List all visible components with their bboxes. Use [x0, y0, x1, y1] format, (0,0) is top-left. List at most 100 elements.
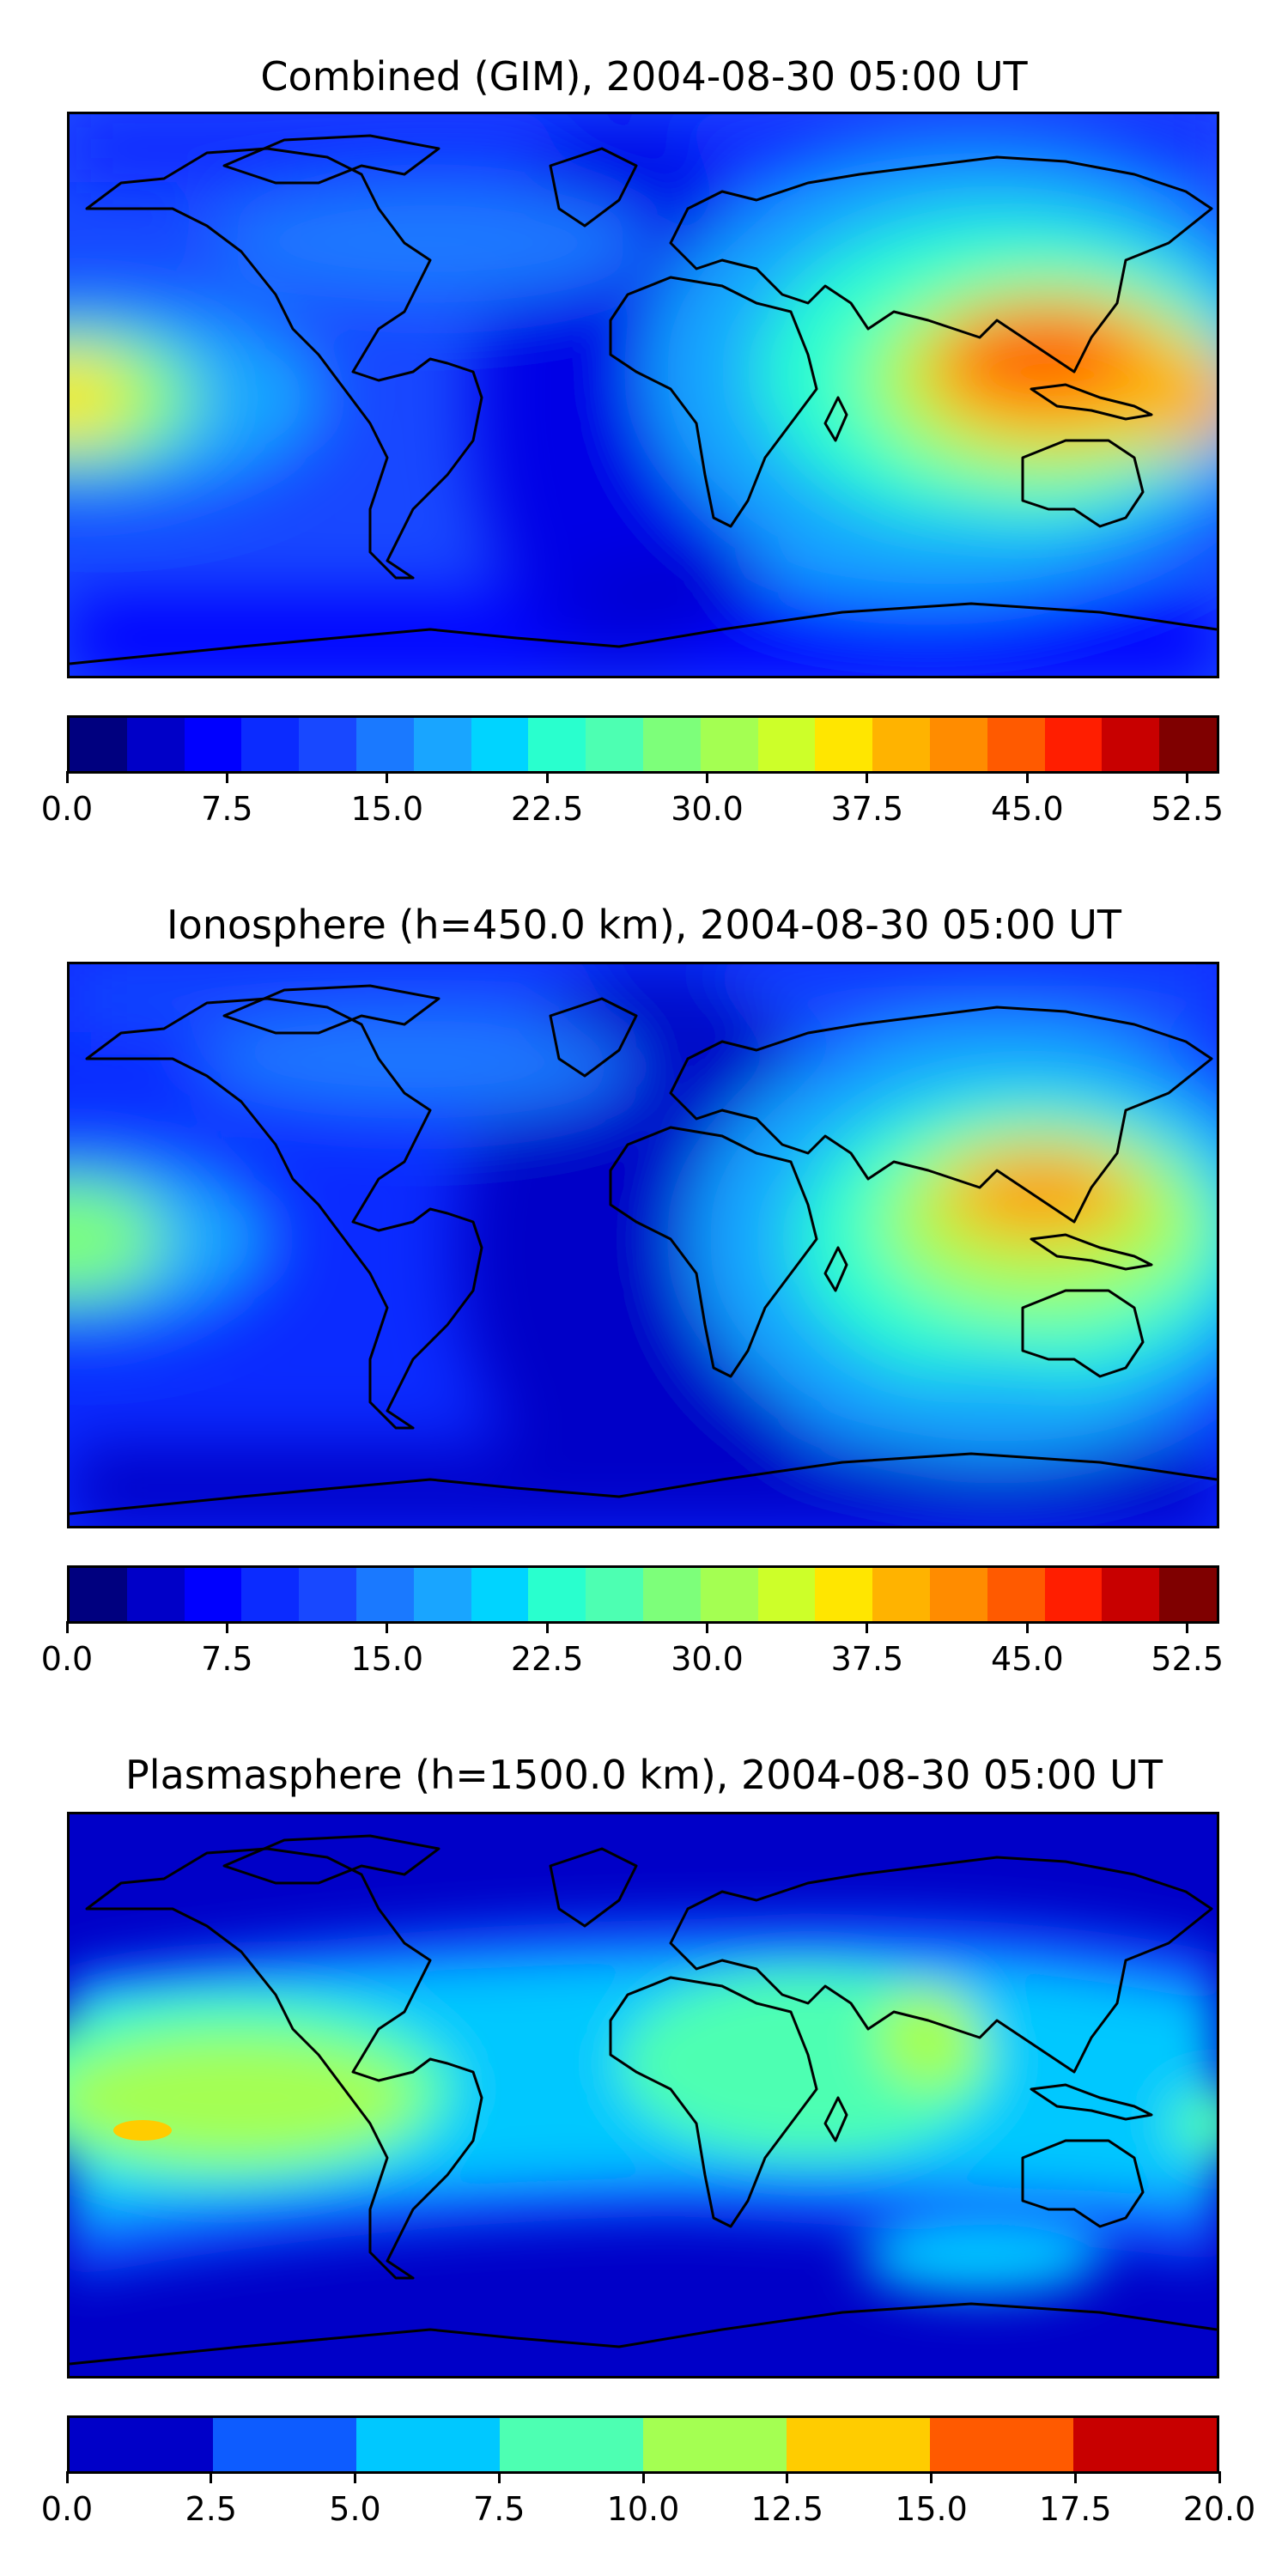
- tick-label: 10.0: [606, 2490, 680, 2528]
- colorbar-segment: [241, 1568, 300, 1621]
- tick-mark: [225, 1621, 228, 1633]
- tick-mark: [706, 1621, 709, 1633]
- tick-mark: [1073, 2471, 1077, 2483]
- tick-mark: [65, 1621, 69, 1633]
- tick-label: 5.0: [329, 2490, 381, 2528]
- tick-label: 2.5: [185, 2490, 237, 2528]
- tick-label: 52.5: [1151, 1640, 1224, 1678]
- tick-label: 22.5: [510, 790, 584, 828]
- colorbar-segment: [299, 718, 356, 771]
- colorbar-segment: [872, 718, 930, 771]
- tick-label: 45.0: [991, 1640, 1064, 1678]
- tick-label: 7.5: [201, 1640, 253, 1678]
- colorbar-segment: [241, 718, 300, 771]
- colorbar: [67, 715, 1219, 774]
- colorbar-segment: [757, 1568, 816, 1621]
- tick-label: 0.0: [40, 2490, 94, 2528]
- colorbar-segment: [213, 2418, 356, 2471]
- colorbar-segment: [184, 1568, 242, 1621]
- colorbar-segment: [700, 1568, 758, 1621]
- colorbar-segment: [815, 718, 873, 771]
- colorbar-segment: [987, 1568, 1045, 1621]
- colorbar-segment: [528, 718, 586, 771]
- colorbar-ticks: 0.0 7.5 15.0 22.5 30.0 37.5 45.0 52.5: [41, 771, 1224, 828]
- colorbar: [67, 2415, 1219, 2474]
- colorbar-segment: [184, 718, 242, 771]
- colorbar-segment: [1159, 718, 1217, 771]
- tick-label: 7.5: [473, 2490, 526, 2528]
- tick-mark: [1025, 771, 1029, 783]
- colorbar-segment: [1102, 1568, 1160, 1621]
- map-svg: [70, 114, 1217, 676]
- colorbar-segment: [586, 1568, 643, 1621]
- tick-mark: [225, 771, 228, 783]
- tick-mark: [1218, 2471, 1221, 2483]
- colorbar: [67, 1565, 1219, 1624]
- tick-mark: [1025, 1621, 1029, 1633]
- coastlines: [70, 134, 1217, 665]
- tick-mark: [1186, 1621, 1189, 1633]
- colorbar-segment: [355, 718, 414, 771]
- colorbar-segment: [413, 1568, 471, 1621]
- colorbar-segment: [471, 718, 529, 771]
- colorbar-segment: [930, 2418, 1073, 2471]
- tick-label: 37.5: [830, 1640, 904, 1678]
- colorbar-segment: [987, 718, 1045, 771]
- colorbar-segment: [1073, 2418, 1217, 2471]
- tick-label: 0.0: [40, 1640, 94, 1678]
- colorbar-segment: [815, 1568, 873, 1621]
- tick-mark: [641, 2471, 645, 2483]
- tick-label: 30.0: [671, 790, 744, 828]
- colorbar-segment: [1102, 718, 1160, 771]
- tick-label: 17.5: [1038, 2490, 1112, 2528]
- colorbar-segment: [642, 718, 701, 771]
- colorbar-segment: [643, 2418, 787, 2471]
- tick-label: 20.0: [1182, 2490, 1256, 2528]
- colorbar-segment: [1159, 1568, 1217, 1621]
- colorbar-segment: [471, 1568, 529, 1621]
- colorbar-segment: [787, 2418, 930, 2471]
- colorbar-segment: [500, 2418, 643, 2471]
- tick-label: 15.0: [350, 790, 424, 828]
- tick-mark: [866, 1621, 869, 1633]
- tick-label: 0.0: [40, 790, 94, 828]
- tick-mark: [706, 771, 709, 783]
- colorbar-segment: [929, 718, 987, 771]
- tick-mark: [930, 2471, 933, 2483]
- tick-label: 15.0: [350, 1640, 424, 1678]
- tick-label: 12.5: [750, 2490, 824, 2528]
- colorbar-segment: [356, 2418, 500, 2471]
- colorbar-segment: [70, 2418, 213, 2471]
- coastlines: [70, 984, 1217, 1516]
- tick-mark: [386, 1621, 389, 1633]
- tick-mark: [497, 2471, 501, 2483]
- panel-title: Combined (GIM), 2004-08-30 05:00 UT: [260, 53, 1028, 100]
- map-svg: [70, 964, 1217, 1526]
- tick-mark: [545, 1621, 549, 1633]
- colorbar-segment: [413, 718, 471, 771]
- combined-tec-map: [67, 112, 1219, 678]
- tick-mark: [386, 771, 389, 783]
- panel-title: Plasmasphere (h=1500.0 km), 2004-08-30 0…: [125, 1752, 1163, 1798]
- tick-mark: [210, 2471, 213, 2483]
- tick-label: 7.5: [201, 790, 253, 828]
- colorbar-segment: [70, 1568, 127, 1621]
- ionosphere-tec-map: [67, 962, 1219, 1528]
- colorbar-segment: [126, 718, 185, 771]
- colorbar-segment: [700, 718, 758, 771]
- plasmasphere-tec-map: [67, 1812, 1219, 2379]
- colorbar-segment: [126, 1568, 185, 1621]
- colorbar-segment: [355, 1568, 414, 1621]
- tick-mark: [354, 2471, 356, 2483]
- colorbar-segment: [642, 1568, 701, 1621]
- tick-label: 52.5: [1151, 790, 1224, 828]
- tick-label: 30.0: [671, 1640, 744, 1678]
- colorbar-segment: [1044, 1568, 1103, 1621]
- colorbar-segment: [70, 718, 127, 771]
- colorbar-segment: [757, 718, 816, 771]
- colorbar-segment: [1044, 718, 1103, 771]
- tick-label: 22.5: [510, 1640, 584, 1678]
- tick-label: 37.5: [830, 790, 904, 828]
- coastlines: [70, 1834, 1217, 2366]
- tick-label: 45.0: [991, 790, 1064, 828]
